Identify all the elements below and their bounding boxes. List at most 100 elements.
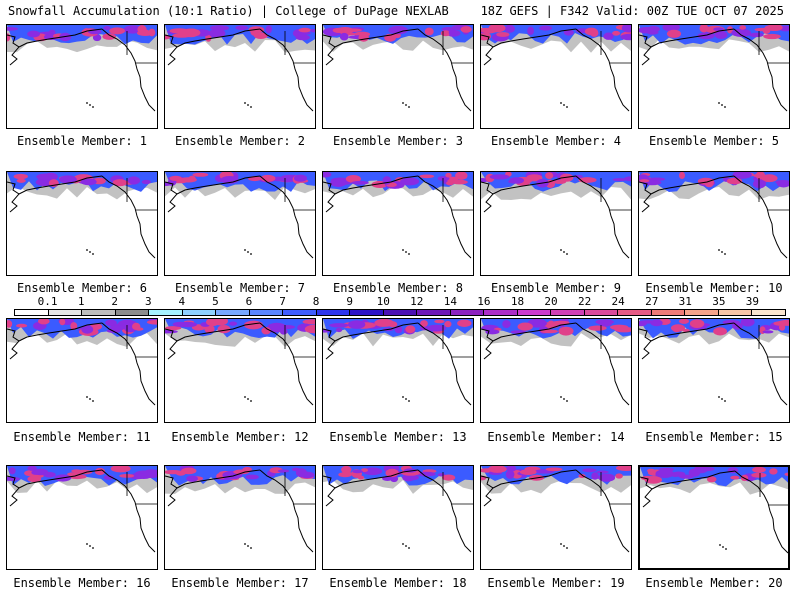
west-coast-coastline [733,322,788,406]
ensemble-member-label: Ensemble Member: 14 [487,430,625,444]
snowfall-map [165,25,315,112]
snow-heavy-area [132,322,141,330]
snowfall-map [323,319,473,406]
ensemble-member-label: Ensemble Member: 10 [645,281,783,295]
hawaii-island [89,398,91,400]
snow-heavy-area [689,319,705,328]
hawaii-island [724,253,726,255]
snow-heavy-area [250,27,258,36]
snow-heavy-area [563,29,574,36]
hawaii-island [560,102,562,104]
ensemble-member-panel [6,318,158,423]
ensemble-member-panel [638,465,790,570]
snow-heavy-area [641,475,655,481]
snow-heavy-area [35,180,46,185]
colorbar-segment [216,310,250,315]
snow-heavy-area [277,469,290,473]
national-border [442,472,473,505]
ensemble-member-panel [164,318,316,423]
hawaii-island [247,251,249,253]
snow-heavy-area [596,470,609,474]
colorbar-label: 4 [178,295,186,308]
hawaii-island [718,249,720,251]
snow-heavy-area [697,177,714,185]
snow-heavy-area [595,319,614,325]
colorbar-segment [484,310,518,315]
ensemble-member-panel [322,24,474,129]
snow-heavy-area [706,476,717,483]
colorbar-label: 10 [376,295,390,308]
snow-heavy-area [451,179,468,185]
ensemble-member-panel [164,24,316,129]
snowfall-map [7,319,157,406]
snow-heavy-area [38,319,50,325]
snow-heavy-area [777,319,789,326]
ensemble-member-label: Ensemble Member: 11 [13,430,151,444]
national-border [284,178,315,211]
west-coast-coastline [733,175,788,259]
snow-heavy-area [753,179,766,189]
snow-heavy-area [590,29,599,37]
hawaii-island [402,396,404,398]
snow-heavy-area [204,324,215,334]
snow-heavy-area [444,320,452,328]
snow-heavy-area [298,27,311,33]
snow-heavy-area [426,324,447,332]
snow-heavy-area [206,319,220,327]
snow-heavy-area [460,26,472,33]
snow-heavy-area [437,176,450,181]
snow-heavy-area [445,172,452,178]
ensemble-member-label: Ensemble Member: 19 [487,576,625,590]
snow-heavy-area [304,324,315,334]
west-coast-coastline [101,28,156,112]
colorbar-label: 6 [245,295,253,308]
snow-heavy-area [345,175,361,183]
alaska-coastline [165,469,261,507]
snow-heavy-area [279,325,295,329]
snow-heavy-area [784,472,788,476]
ensemble-member-panel [480,171,632,276]
snow-heavy-area [713,27,724,31]
national-border [126,178,157,211]
colorbar-segment [115,310,150,315]
snowfall-map [323,466,473,553]
snowfall-map [481,25,631,112]
snow-heavy-area [504,25,515,33]
snow-heavy-area [509,177,524,184]
ensemble-member-panel [322,318,474,423]
snow-heavy-area [505,470,515,479]
snowfall-map [481,172,631,259]
national-border [600,325,631,358]
snow-heavy-area [700,467,715,472]
snow-heavy-area [616,466,631,471]
hawaii-island [247,545,249,547]
snow-heavy-area [7,320,13,328]
alaska-coastline [481,175,577,213]
ensemble-member-label: Ensemble Member: 5 [648,134,780,148]
snow-heavy-area [457,319,472,327]
colorbar-segment [752,310,785,315]
colorbar-label: 7 [279,295,286,308]
snow-heavy-area [762,330,774,334]
hawaii-island [563,104,565,106]
colorbar-segment [48,310,83,315]
hawaii-island [92,106,94,108]
snow-heavy-area [253,32,268,39]
colorbar-segment [417,310,451,315]
snow-heavy-area [481,27,497,34]
snow-heavy-area [245,474,259,480]
snow-heavy-area [598,473,616,482]
snow-heavy-area [169,175,182,181]
ensemble-member-panel [6,24,158,129]
hawaii-island [86,543,88,545]
ensemble-member-label: Ensemble Member: 2 [174,134,306,148]
snow-heavy-area [90,323,102,330]
snow-heavy-area [165,329,178,334]
alaska-coastline [481,28,577,66]
ensemble-member-label: Ensemble Member: 20 [645,576,783,590]
snow-heavy-area [374,319,394,327]
snow-heavy-area [179,177,197,183]
hawaii-island [244,102,246,104]
national-border [442,178,473,211]
snow-heavy-area [770,25,783,31]
